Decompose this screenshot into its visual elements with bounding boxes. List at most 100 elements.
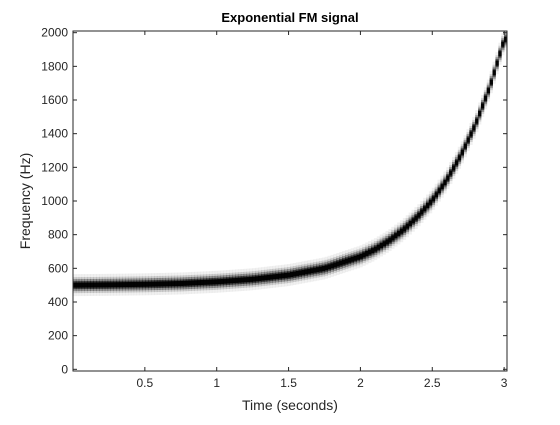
chart-title: Exponential FM signal [221, 10, 358, 25]
spectrogram-cell [226, 270, 230, 293]
spectrogram-cell-band [81, 282, 85, 288]
spectrogram-cell [342, 251, 346, 274]
spectrogram-cell [344, 250, 349, 273]
spectrogram-cell-band [457, 155, 462, 161]
plot-area [73, 31, 507, 371]
spectrogram-cell-band [460, 149, 464, 155]
spectrogram-cell [466, 129, 470, 152]
spectrogram-cell [483, 87, 488, 110]
spectrogram-cell-band [501, 41, 505, 47]
spectrogram-cell [73, 274, 77, 297]
x-tick-label: 3 [501, 376, 508, 390]
spectrogram-cell [310, 259, 314, 282]
spectrogram-cell [394, 224, 398, 247]
spectrogram-cell-band [330, 263, 334, 269]
spectrogram-cell-band [162, 281, 166, 287]
ridge-layer [73, 31, 507, 297]
spectrogram-cell [240, 269, 245, 291]
spectrogram-cell-band [119, 282, 123, 288]
spectrogram-cell-band [278, 273, 282, 279]
spectrogram-cell [136, 273, 140, 296]
spectrogram-cell [229, 269, 233, 292]
spectrogram-cell [313, 259, 317, 282]
spectrogram-cell [263, 266, 268, 289]
spectrogram-cell-band [486, 88, 491, 94]
spectrogram-cell [211, 270, 216, 293]
spectrogram-cell-band [397, 230, 401, 236]
spectrogram-cell-band [272, 274, 276, 280]
spectrogram-cell [489, 71, 493, 94]
spectrogram-cell [261, 267, 265, 290]
spectrogram-cell [486, 79, 491, 102]
spectrogram-cell [243, 268, 247, 291]
spectrogram-cell-band [261, 275, 265, 281]
spectrogram-cell-band [78, 282, 83, 288]
spectrogram-cell [478, 102, 482, 125]
spectrogram-cell [365, 242, 369, 265]
y-tick-label: 1000 [41, 194, 68, 208]
spectrogram-cell-band [232, 278, 236, 284]
spectrogram-cell [408, 212, 412, 235]
spectrogram-cell [258, 267, 262, 290]
spectrogram-cell-band [122, 282, 126, 288]
spectrogram-cell [327, 255, 331, 278]
spectrogram-cell-band [313, 267, 317, 273]
x-tick-label: 1.5 [280, 376, 297, 390]
spectrogram-cell [376, 236, 381, 259]
spectrogram-cell [125, 273, 129, 296]
y-tick-label: 200 [48, 329, 68, 343]
spectrogram-cell-band [281, 273, 285, 279]
spectrogram-cell [191, 271, 195, 294]
spectrogram-cell-band [454, 160, 459, 166]
y-tick-label: 0 [61, 362, 68, 376]
spectrogram-cell [382, 232, 386, 255]
spectrogram-cell-band [469, 131, 473, 137]
spectrogram-cell-band [200, 279, 204, 285]
spectrogram-cell-band [99, 282, 103, 288]
spectrogram-cell [252, 268, 256, 291]
spectrogram-cell [90, 273, 94, 296]
x-tick-label: 1 [213, 376, 220, 390]
spectrogram-cell-band [75, 282, 80, 288]
spectrogram-cell [405, 215, 410, 238]
spectrogram-cell-band [446, 175, 450, 181]
spectrogram-cell-band [145, 281, 149, 287]
spectrogram-cell-band [356, 254, 360, 260]
spectrogram-cell-band [324, 265, 329, 271]
spectrogram-cell [119, 273, 123, 296]
spectrogram-cell-band [495, 60, 499, 66]
spectrogram-cell-band [405, 223, 410, 229]
spectrogram-cell-band [235, 277, 239, 283]
spectrogram-cell-band [87, 282, 91, 288]
spectrogram-cell-band [255, 276, 259, 282]
spectrogram-cell-band [365, 250, 369, 256]
spectrogram-cell [454, 151, 459, 174]
spectrogram-cell-band [203, 279, 207, 285]
spectrogram-cell-band [258, 275, 262, 281]
spectrogram-cell-band [275, 273, 279, 279]
spectrogram-cell-band [339, 260, 343, 266]
spectrogram-cell-band [125, 282, 129, 288]
spectrogram-cell-band [263, 275, 268, 281]
spectrogram-cell-band [483, 95, 488, 101]
x-axis-ticks: 0.5 1 1.5 2 2.5 3 [137, 31, 508, 390]
spectrogram-cell [107, 273, 112, 296]
x-tick-label: 0.5 [137, 376, 154, 390]
spectrogram-cell-band [284, 272, 288, 278]
spectrogram-cell-band [148, 281, 152, 287]
spectrogram-cell [373, 238, 378, 261]
spectrogram-cell-band [414, 215, 418, 221]
y-tick-label: 1800 [41, 59, 68, 73]
spectrogram-cell [237, 269, 242, 292]
spectrogram-cell-band [229, 278, 233, 284]
y-tick-label: 1600 [41, 93, 68, 107]
spectrogram-cell [437, 179, 441, 202]
spectrogram-cell-band [151, 281, 155, 287]
spectrogram-cell-band [463, 143, 467, 149]
spectrogram-cell-band [466, 137, 470, 143]
spectrogram-cell [350, 248, 355, 271]
spectrogram-cell [281, 264, 285, 287]
spectrogram-cell [330, 254, 334, 277]
spectrogram-cell [168, 272, 172, 295]
spectrogram-cell-band [373, 246, 378, 252]
